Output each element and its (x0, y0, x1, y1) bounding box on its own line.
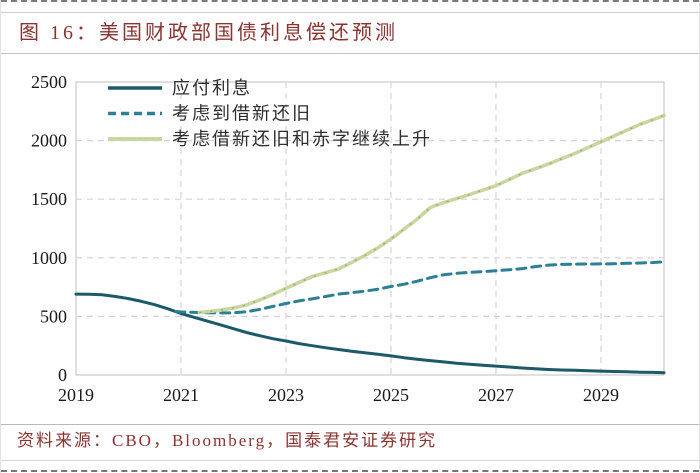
title-divider (1, 53, 699, 54)
plot-border (75, 81, 665, 376)
top-edge-dashed-line (1, 0, 699, 2)
y-tick-label: 0 (58, 365, 67, 385)
y-tick-label: 500 (40, 306, 67, 326)
series-line-2 (197, 113, 666, 315)
x-tick-label: 2027 (478, 385, 514, 405)
line-chart: 0 500 1000 1500 2000 2500 2019 2021 2023 2025 2027… (31, 72, 666, 405)
figure-source: 资料来源：CBO，Bloomberg，国泰君安证券研究 (17, 431, 438, 450)
bottom-edge-dashed-line (1, 470, 699, 472)
top-rule (1, 12, 699, 13)
y-tick-label: 2500 (31, 72, 67, 92)
legend-label-0: 应付利息 (172, 78, 252, 98)
y-tick-label: 2000 (31, 131, 67, 151)
figure-title: 图 16：美国财政部国债利息偿还预测 (19, 22, 398, 44)
y-tick-label: 1500 (31, 189, 67, 209)
x-tick-label: 2019 (58, 385, 94, 405)
source-divider (1, 424, 699, 425)
y-tick-label: 1000 (31, 248, 67, 268)
x-tick-label: 2021 (163, 385, 199, 405)
x-tick-label: 2029 (583, 385, 619, 405)
legend-label-2: 考虑借新还旧和赤字继续上升 (172, 129, 432, 149)
bottom-rule (1, 460, 699, 461)
series-line-1 (174, 260, 666, 315)
x-tick-label: 2023 (268, 385, 304, 405)
series-line-0 (74, 292, 666, 375)
x-tick-label: 2025 (373, 385, 409, 405)
legend-label-1: 考虑到借新还旧 (172, 104, 312, 124)
